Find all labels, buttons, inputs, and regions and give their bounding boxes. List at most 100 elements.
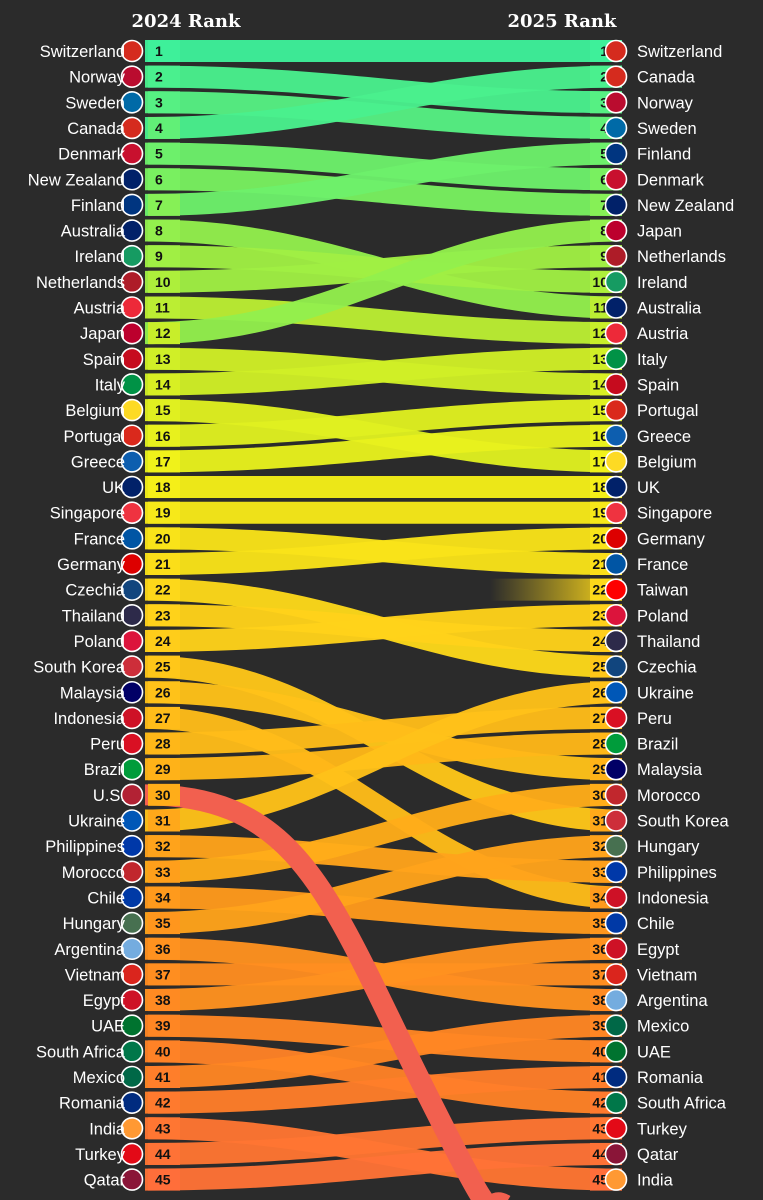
hungary-flag-icon xyxy=(604,834,628,858)
flow-band-taiwan xyxy=(490,578,622,601)
switzerland-flag-icon xyxy=(604,39,628,63)
rank-2024-6-country: New Zealand xyxy=(28,171,125,189)
rank-2024-4-number: 4 xyxy=(155,120,163,136)
rank-2024-14-tab xyxy=(148,373,180,396)
hungary-flag-icon xyxy=(120,911,144,935)
rank-2025-29-country: Malaysia xyxy=(637,761,703,779)
rank-2024-14-number: 14 xyxy=(155,376,171,392)
flow-band-finland xyxy=(145,142,622,216)
rank-2025-8-country: Japan xyxy=(637,223,682,241)
vietnam-flag-icon xyxy=(604,963,628,986)
rank-2025-20-number: 20 xyxy=(592,530,608,546)
rank-2024-29-number: 29 xyxy=(155,761,171,777)
rank-2025-6-country: Denmark xyxy=(637,171,705,189)
south-africa-flag-icon xyxy=(120,1040,144,1063)
belgium-flag-icon xyxy=(604,450,628,473)
rank-2025-31-country: South Korea xyxy=(637,813,730,831)
rank-2024-27-number: 27 xyxy=(155,710,171,726)
rank-2024-30-tab xyxy=(148,783,180,806)
rank-2025-7-number: 7 xyxy=(600,197,608,213)
rank-2025-42-country: South Africa xyxy=(637,1095,727,1113)
flow-band-chile xyxy=(145,886,622,935)
rank-2025-5-country: Finland xyxy=(637,146,691,164)
rank-2025-19-number: 19 xyxy=(592,505,608,521)
flow-band-germany xyxy=(145,527,622,575)
rank-2024-42-number: 42 xyxy=(155,1095,171,1111)
rank-2025-40-number: 40 xyxy=(592,1043,608,1059)
rank-2024-43-country: India xyxy=(89,1120,126,1138)
rank-2024-22-country: Czechia xyxy=(65,582,125,600)
rank-2024-12-number: 12 xyxy=(155,325,171,341)
flow-band-ukraine xyxy=(145,681,622,832)
rank-2025-2-number: 2 xyxy=(600,69,608,85)
poland-flag-icon xyxy=(120,629,144,653)
rank-2024-10-number: 10 xyxy=(155,274,171,290)
flow-band-south-korea xyxy=(145,655,622,832)
rank-2024-20-country: France xyxy=(74,530,125,548)
rank-2024-1-tab xyxy=(148,40,180,62)
turkey-flag-icon xyxy=(120,1142,144,1166)
flow-band-south-africa xyxy=(145,1040,622,1114)
rank-2024-15-number: 15 xyxy=(155,402,171,418)
rank-2024-2-number: 2 xyxy=(155,69,163,85)
poland-flag-icon xyxy=(604,603,628,627)
austria-flag-icon xyxy=(604,321,628,345)
rank-2024-24-country: Poland xyxy=(74,633,125,651)
rank-2024-38-number: 38 xyxy=(155,992,171,1008)
rank-2025-26-country: Ukraine xyxy=(637,684,694,702)
rank-2024-7-country: Finland xyxy=(71,197,125,215)
spain-flag-icon xyxy=(120,347,144,371)
rank-2025-18-country: UK xyxy=(637,479,660,497)
rank-2024-31-country: Ukraine xyxy=(68,813,125,831)
flow-band-switzerland xyxy=(145,40,622,62)
morocco-flag-icon xyxy=(120,860,144,884)
rank-2024-39-country: UAE xyxy=(91,1018,125,1036)
flow-bands xyxy=(144,40,622,1200)
rank-2024-20-tab xyxy=(148,527,180,550)
flow-band-india xyxy=(145,1117,622,1191)
czechia-flag-icon xyxy=(604,655,628,678)
rank-2025-38-country: Argentina xyxy=(637,992,708,1010)
rank-2024-36-number: 36 xyxy=(155,941,171,957)
romania-flag-icon xyxy=(120,1091,144,1114)
peru-flag-icon xyxy=(120,732,144,755)
rank-2024-41-number: 41 xyxy=(155,1069,171,1085)
philippines-flag-icon xyxy=(604,860,628,884)
rank-2025-18-number: 18 xyxy=(592,479,608,495)
denmark-flag-icon xyxy=(120,142,144,165)
rank-2025-37-country: Vietnam xyxy=(637,966,697,984)
rank-2025-27-country: Peru xyxy=(637,710,672,728)
south-africa-flag-icon xyxy=(604,1091,628,1114)
netherlands-flag-icon xyxy=(120,270,144,294)
right-column-header: 2025 Rank xyxy=(508,11,617,32)
switzerland-flag-icon xyxy=(120,39,144,63)
rank-2024-5-tab xyxy=(148,142,180,165)
uk-flag-icon xyxy=(604,475,628,499)
rank-2024-13-tab xyxy=(148,347,180,370)
rank-2024-45-country: Qatar xyxy=(84,1172,126,1190)
india-flag-icon xyxy=(604,1168,628,1191)
austria-flag-icon xyxy=(120,296,144,319)
rank-2025-14-country: Spain xyxy=(637,376,679,394)
rank-2024-19-tab xyxy=(148,501,180,524)
rank-2025-10-country: Ireland xyxy=(637,274,687,292)
rank-2024-39-tab xyxy=(148,1014,180,1037)
argentina-flag-icon xyxy=(604,988,628,1012)
new-zealand-flag-icon xyxy=(604,193,628,217)
flow-band-hungary xyxy=(145,835,622,935)
rank-2025-26-number: 26 xyxy=(592,684,608,700)
rank-2024-21-number: 21 xyxy=(155,556,171,572)
rank-2024-7-number: 7 xyxy=(155,197,163,213)
flow-band-canada xyxy=(145,65,622,139)
rank-2025-21-country: France xyxy=(637,556,688,574)
rank-2024-26-tab xyxy=(148,681,180,704)
rank-2024-24-tab xyxy=(148,629,180,652)
rank-2024-37-number: 37 xyxy=(155,966,171,982)
rank-2024-38-tab xyxy=(148,989,180,1012)
flow-band-japan xyxy=(145,219,622,345)
rank-2025-33-country: Philippines xyxy=(637,864,717,882)
italy-flag-icon xyxy=(604,347,628,371)
rank-2024-32-number: 32 xyxy=(155,838,171,854)
rank-2025-28-country: Brazil xyxy=(637,736,678,754)
rank-2024-45-number: 45 xyxy=(155,1172,171,1188)
